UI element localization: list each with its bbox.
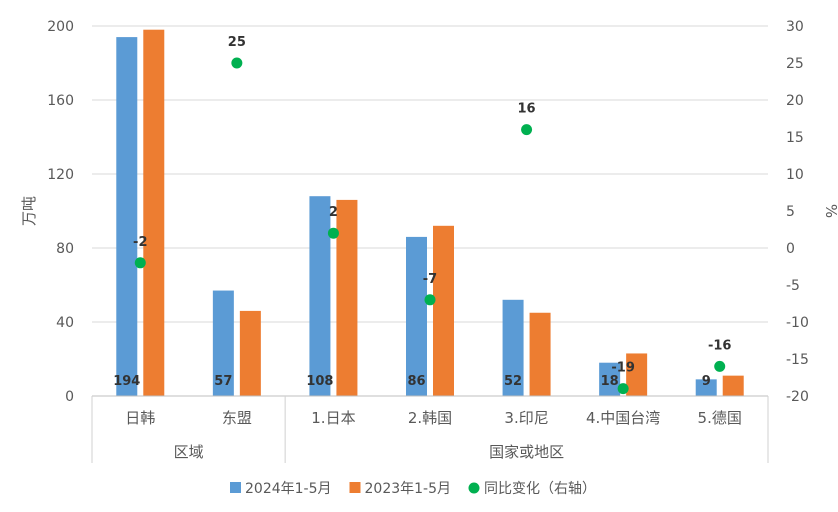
- category-label: 日韩: [125, 409, 155, 427]
- legend-label: 2024年1-5月: [245, 481, 332, 497]
- bar-2023: [143, 29, 165, 396]
- yoy-change-point: [327, 227, 339, 239]
- bar-2023: [722, 375, 744, 396]
- left-axis-tick-label: 80: [56, 241, 74, 257]
- right-axis-tick-label: 0: [786, 241, 795, 257]
- bar-2023: [433, 225, 454, 396]
- right-axis-tick-label: -15: [786, 352, 809, 368]
- right-axis-title: %: [822, 204, 838, 218]
- right-axis-tick-label: -5: [786, 278, 800, 294]
- bar-data-label: 86: [407, 374, 425, 389]
- bar-2024: [695, 379, 717, 396]
- legend-swatch: [230, 482, 241, 493]
- bar-data-label: 194: [113, 374, 140, 389]
- category-label: 1.日本: [311, 409, 355, 427]
- group-label: 国家或地区: [489, 443, 564, 461]
- bar-2024: [212, 290, 234, 396]
- yoy-data-label: 2: [329, 205, 338, 220]
- right-axis-tick-label: -10: [786, 315, 809, 331]
- yoy-data-label: -16: [708, 338, 732, 353]
- legend-label: 2023年1-5月: [365, 481, 452, 497]
- left-axis-tick-label: 40: [56, 315, 74, 331]
- right-axis-tick-label: 10: [786, 167, 804, 183]
- yoy-data-label: -7: [423, 272, 437, 287]
- yoy-data-label: -2: [133, 235, 147, 250]
- bar-2023: [626, 353, 648, 396]
- yoy-data-label: -19: [611, 361, 635, 376]
- right-axis-tick-label: -20: [786, 389, 809, 405]
- category-label: 东盟: [222, 409, 252, 427]
- bar-2023: [529, 312, 551, 396]
- left-axis-tick-label: 120: [47, 167, 74, 183]
- bar-2024: [116, 37, 138, 396]
- right-axis-tick-label: 30: [786, 19, 804, 35]
- bar-2024: [406, 236, 427, 396]
- bar-data-label: 52: [504, 374, 522, 389]
- left-axis-tick-label: 0: [65, 389, 74, 405]
- yoy-change-point: [617, 383, 629, 395]
- yoy-data-label: 16: [518, 102, 536, 117]
- yoy-change-point: [134, 257, 146, 269]
- bar-2024: [502, 299, 524, 396]
- bar-2024: [309, 196, 331, 396]
- category-label: 2.韩国: [408, 409, 452, 427]
- yoy-data-label: 25: [228, 35, 246, 50]
- category-label: 5.德国: [698, 409, 742, 427]
- bar-data-label: 18: [601, 374, 619, 389]
- right-axis-tick-label: 15: [786, 130, 804, 146]
- legend-marker: [468, 482, 480, 494]
- category-label: 4.中国台湾: [586, 409, 660, 427]
- right-axis-tick-label: 25: [786, 56, 804, 72]
- left-axis-tick-label: 160: [47, 93, 74, 109]
- right-axis-tick-label: 5: [786, 204, 795, 220]
- left-axis-tick-label: 200: [47, 19, 74, 35]
- bar-data-label: 57: [214, 374, 232, 389]
- yoy-change-point: [424, 294, 436, 306]
- left-axis-title: 万吨: [20, 196, 38, 226]
- yoy-change-point: [231, 57, 243, 69]
- bar-data-label: 9: [702, 374, 711, 389]
- right-axis-tick-label: 20: [786, 93, 804, 109]
- yoy-change-point: [521, 124, 533, 136]
- legend-label: 同比变化（右轴）: [484, 481, 596, 497]
- bar-data-label: 108: [306, 374, 333, 389]
- category-label: 3.印尼: [504, 409, 548, 427]
- bar-2024: [599, 362, 621, 396]
- yoy-change-point: [714, 360, 726, 372]
- bar-2023: [239, 310, 261, 396]
- bar-2023: [336, 199, 358, 396]
- group-label: 区域: [174, 443, 204, 461]
- legend-swatch: [349, 482, 361, 493]
